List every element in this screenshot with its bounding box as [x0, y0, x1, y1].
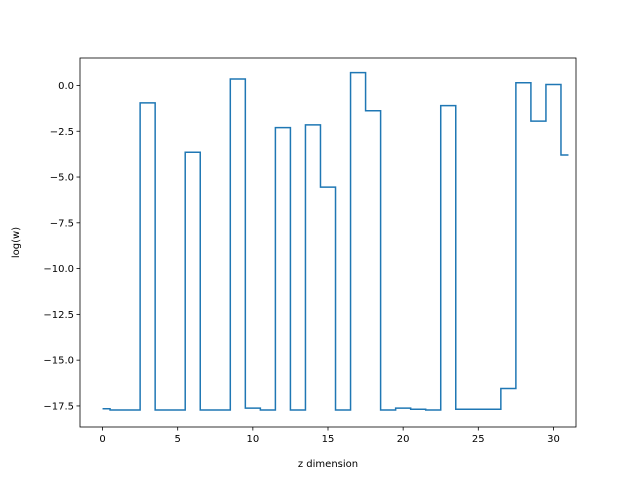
x-tick-label: 0 [99, 434, 105, 445]
y-tick-label: −12.5 [43, 310, 74, 321]
y-tick-label: −17.5 [43, 401, 74, 412]
x-tick-label: 30 [547, 434, 560, 445]
series-layer [102, 71, 569, 411]
y-tick-label: −2.5 [50, 127, 74, 138]
x-tick-label: 10 [246, 434, 259, 445]
y-tick-label: −15.0 [43, 356, 74, 367]
x-tick-label: 5 [175, 434, 181, 445]
x-tick-label: 20 [397, 434, 410, 445]
x-axis: 0 5 10 15 20 25 30 [99, 427, 560, 445]
y-tick-label: −7.5 [50, 218, 74, 229]
x-axis-label: z dimension [298, 459, 358, 470]
y-axis: 0.0 −2.5 −5.0 −7.5 −10.0 −12.5 −15.0 −17.5 [43, 81, 80, 412]
x-tick-label: 15 [322, 434, 335, 445]
series-line [102, 71, 569, 411]
y-tick-label: −5.0 [50, 173, 74, 184]
y-tick-label: −10.0 [43, 264, 74, 275]
y-axis-label: log(w) [11, 227, 22, 258]
y-tick-label: 0.0 [58, 81, 74, 92]
x-tick-label: 25 [472, 434, 485, 445]
